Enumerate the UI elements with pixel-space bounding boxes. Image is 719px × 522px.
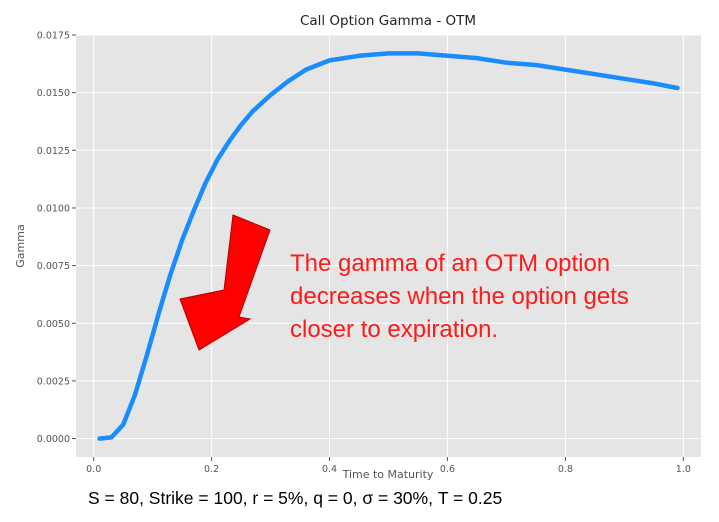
gamma-annotation: The gamma of an OTM option decreases whe…: [290, 247, 710, 346]
y-tick-label: 0.0150: [37, 88, 70, 99]
x-tick-label: 0.4: [322, 464, 337, 475]
y-axis-ticks: 0.0000 0.0025 0.0050 0.0075 0.0100 0.0125 0.01…: [37, 31, 76, 445]
x-tick-label: 1.0: [676, 464, 691, 475]
annotation-line: The gamma of an OTM option: [290, 250, 611, 277]
y-tick-label: 0.0100: [37, 203, 70, 214]
x-tick-label: 0.2: [204, 464, 219, 475]
y-tick-label: 0.0075: [37, 261, 70, 272]
y-tick-label: 0.0125: [37, 146, 70, 157]
chart-title: Call Option Gamma - OTM: [300, 13, 476, 29]
y-tick-label: 0.0050: [37, 319, 70, 330]
gamma-series-line: [97, 51, 680, 441]
y-axis-label: Gamma: [14, 224, 27, 267]
parameters-caption: S = 80, Strike = 100, r = 5%, q = 0, σ =…: [88, 488, 503, 508]
x-axis-label: Time to Maturity: [342, 468, 434, 481]
y-tick-label: 0.0025: [37, 376, 70, 387]
down-arrow-icon: [179, 214, 271, 351]
annotation-line: closer to expiration.: [290, 316, 499, 343]
x-tick-label: 0.8: [558, 464, 573, 475]
annotation-line: decreases when the option gets: [290, 283, 629, 310]
plot-background: [76, 35, 701, 457]
x-tick-label: 0.6: [440, 464, 455, 475]
y-tick-label: 0.0000: [37, 434, 70, 445]
y-tick-label: 0.0175: [37, 31, 70, 42]
grid-lines: [76, 34, 701, 457]
x-axis-ticks: 0.0 0.2 0.4 0.6 0.8 1.0: [86, 457, 691, 475]
x-tick-label: 0.0: [86, 464, 101, 475]
